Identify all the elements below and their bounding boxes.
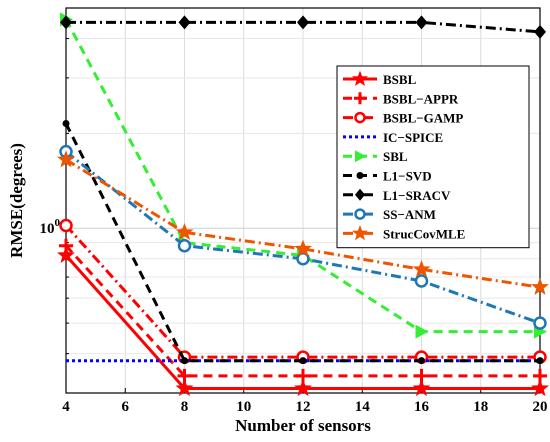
dot-marker [356, 172, 364, 179]
x-tick-label: 8 [181, 399, 189, 415]
series-group [57, 245, 549, 397]
star-marker [175, 222, 194, 241]
diamond-marker [355, 188, 365, 201]
x-tick-label: 18 [473, 399, 488, 415]
circle-marker [59, 218, 73, 233]
dot-marker [181, 357, 188, 365]
dot-marker [62, 119, 70, 127]
legend-label: BSBL [383, 72, 417, 87]
legend-box [336, 65, 530, 249]
plot-frame [65, 7, 541, 394]
x-axis-label: Number of sensors [235, 416, 371, 435]
star-marker [294, 239, 312, 257]
x-tick-label: 6 [122, 399, 130, 415]
series-group [57, 150, 549, 295]
dot-marker [299, 357, 307, 365]
star-marker [412, 260, 431, 278]
star-marker [412, 379, 431, 397]
x-tick-label: 10 [236, 399, 251, 415]
legend-label: BSBL−APPR [383, 91, 459, 106]
dot-marker [418, 357, 425, 365]
y-axis-label: RMSE(degrees) [7, 143, 26, 258]
x-tick-label: 12 [296, 399, 311, 415]
circle-marker [354, 208, 366, 220]
plus-marker [354, 92, 366, 105]
circle-marker [414, 274, 429, 288]
x-tick-label: 20 [533, 399, 548, 415]
circle-marker [533, 316, 547, 330]
circle-marker [177, 238, 192, 253]
circle-marker [296, 252, 310, 266]
star-marker [175, 379, 194, 397]
plus-marker [533, 368, 547, 383]
x-tick-label: 14 [355, 399, 371, 415]
triangle-marker [355, 150, 366, 163]
circle-marker [354, 111, 366, 124]
legend-label: L1−SVD [383, 169, 432, 184]
diamond-marker [178, 15, 191, 30]
series-line [64, 18, 540, 334]
y-tick-label: 100 [40, 217, 61, 237]
star-marker [351, 224, 369, 241]
star-marker [57, 150, 75, 168]
series-lines [57, 12, 549, 397]
triangle-marker [415, 324, 429, 339]
legend-label: L1−SRACV [383, 188, 451, 203]
star-marker [294, 379, 312, 397]
star-marker [57, 245, 75, 264]
star-marker [351, 70, 369, 86]
diamond-marker [534, 24, 546, 39]
plus-marker [296, 368, 310, 383]
diamond-marker [60, 15, 72, 30]
plus-marker [414, 368, 429, 383]
star-marker [531, 379, 549, 397]
diamond-marker [415, 15, 428, 30]
series-group [62, 119, 544, 365]
diamond-marker [297, 15, 309, 30]
star-marker [531, 277, 549, 295]
dot-marker [536, 357, 544, 365]
series-line [66, 20, 541, 34]
x-tick-label: 16 [414, 399, 430, 415]
series-group [60, 15, 546, 39]
plus-marker [177, 368, 192, 383]
series-line [64, 244, 540, 378]
legend-label: BSBL−GAMP [383, 111, 463, 126]
x-tick-label: 4 [62, 399, 70, 415]
legend-label: StrucCovMLE [383, 226, 465, 241]
series-group [59, 238, 547, 383]
legend-label: SBL [383, 149, 408, 164]
legend: BSBL BSBL−APPR BSBL−GAMP IC−SPICE SBL L1−SVD L… [336, 65, 530, 249]
legend-label: SS−ANM [383, 207, 436, 222]
tick-labels: 4 6 8 10 12 14 16 18 20 100 [40, 217, 548, 415]
series-line [65, 150, 541, 325]
legend-label: IC−SPICE [383, 130, 443, 145]
plus-marker [59, 238, 73, 253]
